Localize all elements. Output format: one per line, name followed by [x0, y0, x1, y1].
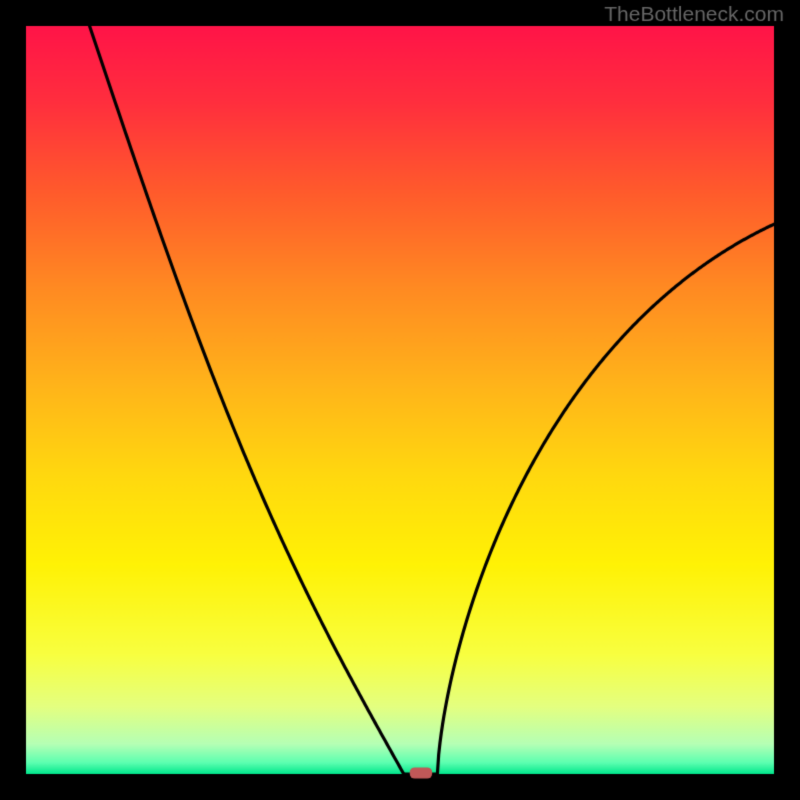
bottleneck-chart	[0, 0, 800, 800]
